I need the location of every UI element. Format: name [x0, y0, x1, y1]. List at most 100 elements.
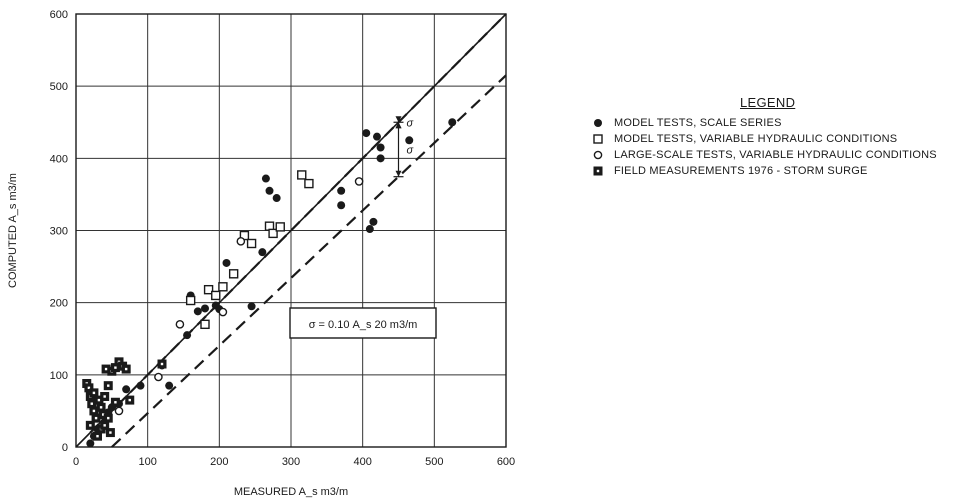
sigma-marker-lower: σ: [407, 144, 414, 156]
legend-symbol-open-square: [593, 134, 603, 144]
data-point-dotted-square: [121, 364, 131, 374]
legend-symbol-open-circle: [593, 150, 603, 160]
x-tick-label: 600: [497, 456, 515, 468]
data-point-filled-circle: [337, 201, 346, 210]
data-point-filled-circle: [272, 194, 281, 203]
plot-frame: [75, 13, 507, 448]
legend-item-label: FIELD MEASUREMENTS 1976 - STORM SURGE: [614, 165, 868, 177]
data-point-filled-circle: [261, 174, 270, 183]
x-tick-label: 400: [353, 456, 371, 468]
data-point-filled-circle: [448, 118, 457, 127]
data-point-dotted-square: [94, 395, 104, 405]
legend-marker: [593, 166, 603, 176]
legend-items: MODEL TESTS, SCALE SERIES MODEL TESTS, VA…: [592, 117, 954, 178]
legend-marker: [594, 119, 602, 127]
data-point-filled-circle: [365, 225, 374, 234]
data-point-dotted-square: [101, 364, 111, 374]
legend: LEGEND MODEL TESTS, SCALE SERIES MODEL TE…: [592, 96, 954, 181]
data-point-filled-circle: [373, 132, 381, 141]
data-point-filled-circle: [122, 385, 131, 394]
data-point-dotted-square: [84, 383, 94, 393]
data-point-open-square: [185, 295, 196, 306]
data-point-dotted-square: [157, 359, 167, 369]
data-point-dotted-square: [100, 391, 110, 401]
data-point-open-square: [211, 290, 221, 301]
data-point-dotted-square: [89, 406, 99, 416]
data-point-filled-circle: [201, 304, 209, 313]
data-point-open-square: [297, 170, 307, 180]
legend-symbol-filled-circle: [594, 119, 602, 127]
data-point-open-square: [275, 222, 285, 232]
data-point-filled-circle: [362, 129, 371, 138]
data-point-open-square: [203, 284, 214, 295]
data-point-filled-circle: [247, 302, 256, 311]
data-point-filled-circle: [136, 381, 145, 390]
legend-item: LARGE-SCALE TESTS, VARIABLE HYDRAULIC CO…: [592, 149, 954, 162]
data-point-dotted-square: [98, 410, 108, 420]
data-point-dotted-square: [89, 388, 99, 398]
data-point-dotted-square: [91, 413, 101, 423]
y-tick-label: 0: [62, 442, 68, 454]
data-point-filled-circle: [405, 136, 414, 145]
legend-marker: [593, 150, 603, 160]
data-point-filled-circle: [337, 186, 346, 195]
data-points: [82, 118, 457, 448]
y-tick-label: 600: [50, 9, 68, 21]
data-point-dotted-square: [85, 420, 95, 430]
y-tick-label: 300: [50, 226, 68, 238]
data-point-filled-circle: [376, 143, 385, 152]
data-point-open-circle: [218, 307, 228, 317]
x-axis-label: MEASURED A_s m3/m: [234, 486, 348, 498]
data-point-open-square: [268, 228, 278, 239]
data-point-filled-circle: [265, 186, 274, 195]
legend-item: FIELD MEASUREMENTS 1976 - STORM SURGE: [592, 165, 954, 178]
reference-line-dashed: [111, 74, 507, 448]
y-axis-label: COMPUTED A_s m3/m: [7, 173, 19, 288]
annotations: σ = 0.10 A_s 20 m3/m σ σ: [289, 116, 437, 339]
data-point-filled-circle: [258, 248, 267, 257]
data-point-open-square: [304, 178, 314, 189]
y-tick-label: 100: [50, 370, 68, 382]
data-point-dotted-square: [103, 413, 113, 423]
data-point-dotted-square: [93, 431, 102, 441]
data-point-open-square: [246, 238, 257, 249]
sigma-formula-label: σ = 0.10 A_s 20 m3/m: [309, 319, 418, 331]
legend-item: MODEL TESTS, VARIABLE HYDRAULIC CONDITIO…: [592, 133, 954, 146]
x-tick-label: 300: [282, 456, 300, 468]
data-point-open-circle: [114, 406, 124, 416]
legend-marker: [593, 134, 603, 144]
x-tick-label: 100: [138, 456, 156, 468]
data-point-dotted-square: [110, 397, 120, 407]
y-tick-label: 200: [50, 298, 68, 310]
data-point-dotted-square: [100, 420, 110, 430]
data-point-filled-circle: [183, 331, 192, 340]
legend-title: LEGEND: [740, 95, 796, 110]
x-tick-label: 0: [73, 456, 79, 468]
data-point-open-square: [228, 269, 239, 279]
y-tick-label: 400: [50, 153, 68, 165]
legend-item-label: MODEL TESTS, VARIABLE HYDRAULIC CONDITIO…: [614, 133, 898, 145]
data-point-dotted-square: [125, 395, 135, 405]
sigma-marker-upper: σ: [407, 117, 414, 129]
legend-item-label: MODEL TESTS, SCALE SERIES: [614, 117, 782, 129]
x-tick-label: 200: [210, 456, 228, 468]
legend-item: MODEL TESTS, SCALE SERIES: [592, 117, 954, 130]
data-point-open-circle: [175, 320, 185, 329]
data-point-open-square: [218, 282, 228, 292]
data-point-open-circle: [236, 237, 246, 246]
data-point-filled-circle: [222, 258, 231, 267]
data-point-filled-circle: [165, 381, 174, 390]
data-point-dotted-square: [103, 381, 113, 391]
legend-symbol-dotted-square: [593, 166, 603, 176]
data-point-open-circle: [154, 372, 163, 382]
y-tick-label: 500: [50, 81, 68, 93]
data-point-filled-circle: [376, 154, 385, 163]
data-point-dotted-square: [105, 428, 115, 438]
sigma-arrows: [393, 116, 404, 178]
data-point-filled-circle: [193, 307, 202, 316]
data-point-dotted-square: [96, 402, 106, 412]
data-point-dotted-square: [110, 363, 120, 373]
data-point-open-square: [200, 319, 210, 330]
data-point-filled-circle: [369, 217, 378, 226]
